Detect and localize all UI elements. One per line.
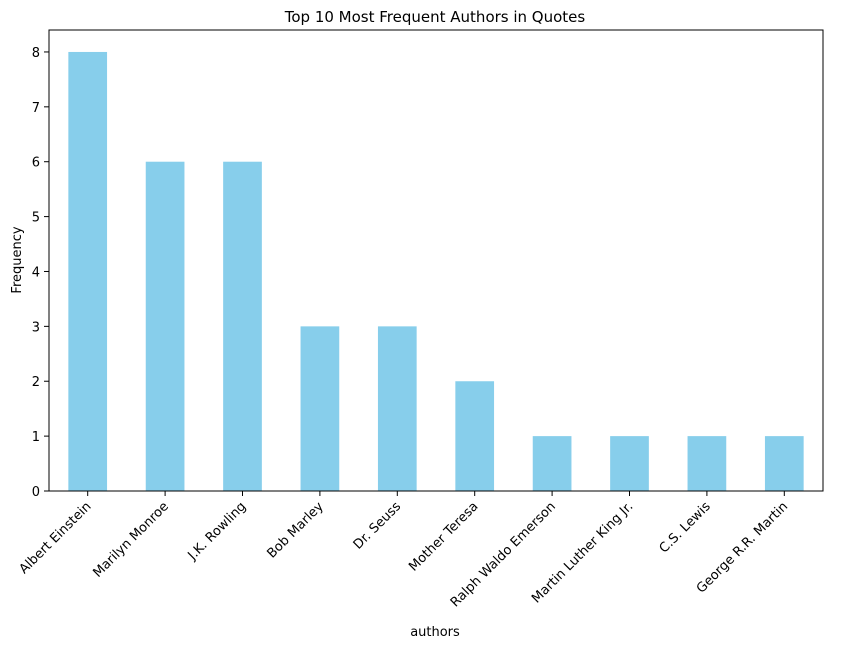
- bar-dr-seuss: [377, 326, 417, 491]
- x-tick-label: Dr. Seuss: [351, 499, 405, 553]
- y-tick-label: 7: [32, 101, 40, 116]
- y-tick-label: 0: [32, 485, 40, 500]
- x-tick-label: Bob Marley: [264, 499, 327, 562]
- y-axis-label: Frequency: [10, 226, 25, 293]
- x-tick-label: Marilyn Monroe: [90, 499, 171, 580]
- x-tick-label: C.S. Lewis: [657, 499, 714, 556]
- bar-mother-teresa: [455, 381, 495, 491]
- x-tick-label: Mother Teresa: [406, 499, 481, 574]
- plot-frame: [48, 29, 824, 492]
- y-tick-label: 1: [32, 430, 40, 445]
- bar-marilyn-monroe: [145, 161, 185, 491]
- chart-title: Top 10 Most Frequent Authors in Quotes: [284, 8, 586, 26]
- bar-ralph-waldo-emerson: [532, 436, 572, 491]
- x-tick-label: Albert Einstein: [17, 499, 95, 577]
- y-tick-label: 6: [32, 156, 40, 171]
- x-axis-label: authors: [410, 625, 460, 640]
- bars-group: [68, 51, 804, 491]
- bar-c-s-lewis: [687, 436, 727, 491]
- bar-j-k-rowling: [223, 161, 262, 491]
- bar-george-r-r-martin: [764, 436, 804, 491]
- x-tick-label: J.K. Rowling: [185, 499, 250, 564]
- y-tick-label: 2: [32, 375, 40, 390]
- y-tick-label: 4: [32, 265, 40, 280]
- y-axis: 0 1 2 3 4 5 6 7 8: [32, 46, 49, 500]
- y-tick-label: 3: [32, 320, 40, 335]
- bar-albert-einstein: [68, 51, 108, 491]
- y-tick-label: 8: [32, 46, 40, 61]
- bar-martin-luther-king-jr: [610, 436, 649, 491]
- bar-bob-marley: [300, 326, 340, 491]
- y-tick-label: 5: [32, 211, 40, 226]
